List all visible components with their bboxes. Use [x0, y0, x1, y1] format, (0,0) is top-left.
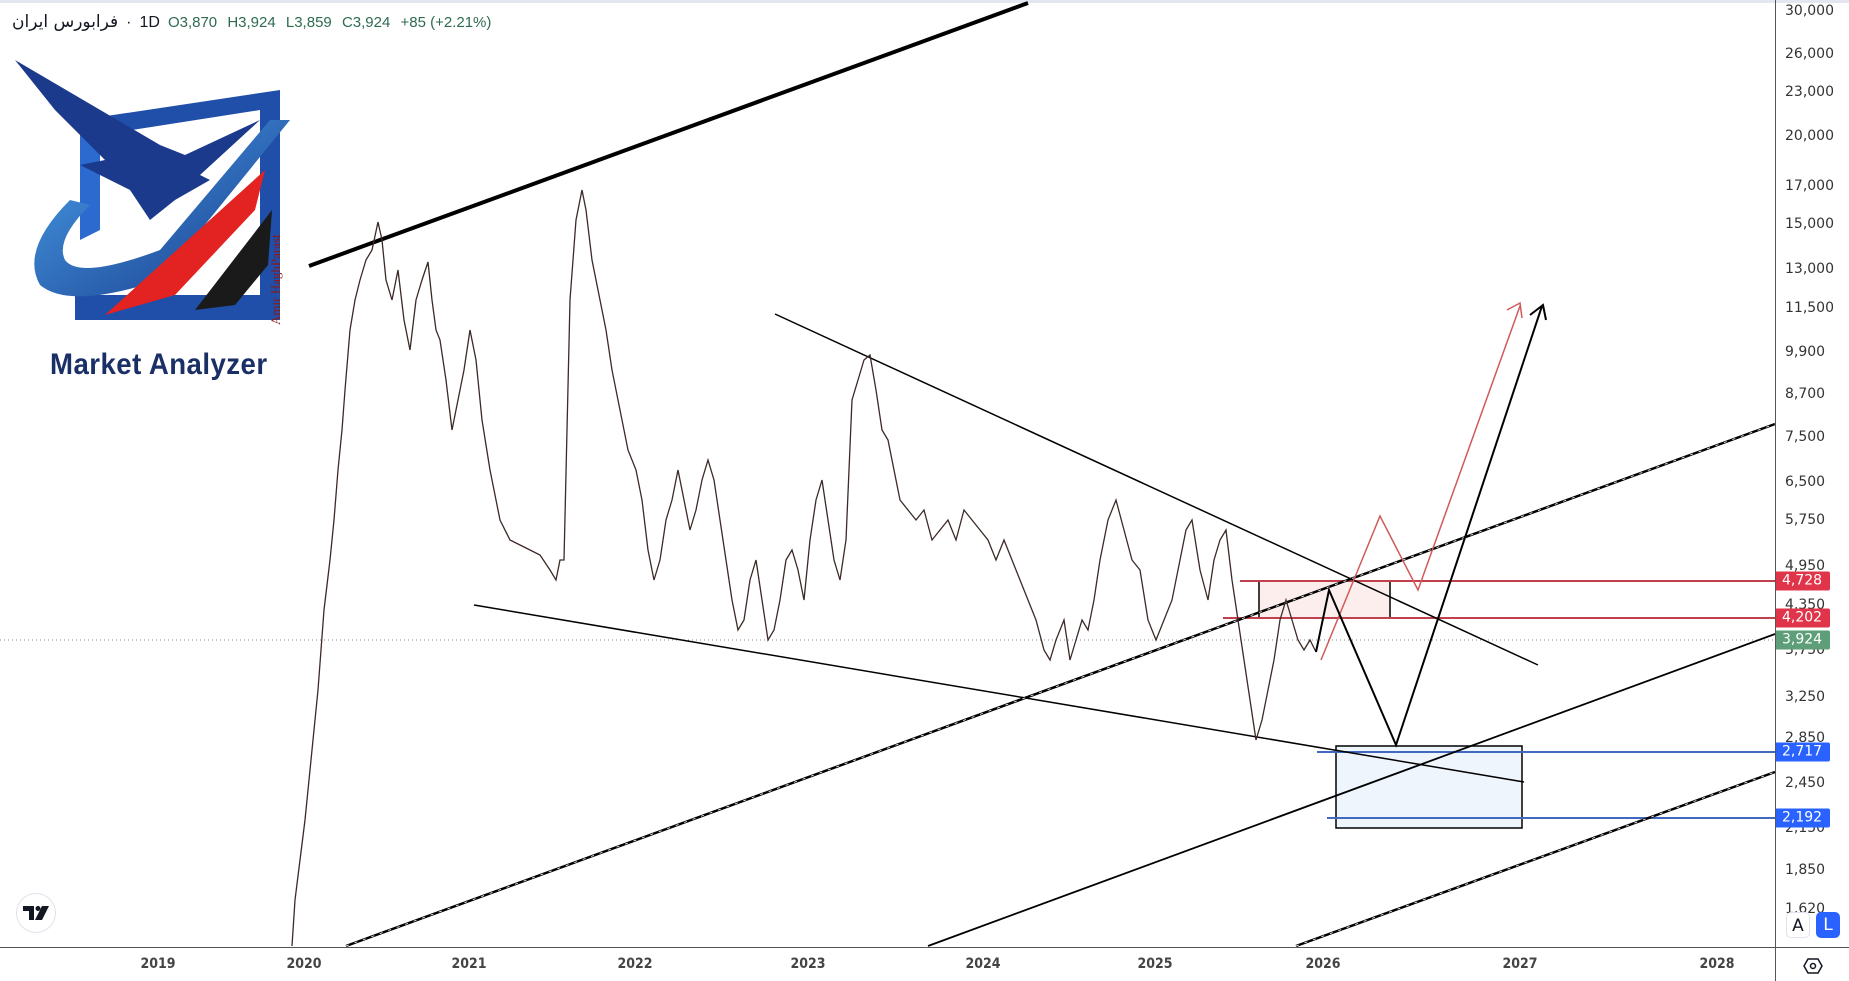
- time-tick: 2025: [1137, 956, 1173, 972]
- price-tick: 2,450: [1785, 775, 1826, 791]
- time-tick: 2024: [965, 956, 1001, 972]
- price-tick: 13,000: [1785, 261, 1834, 277]
- price-tick: 8,700: [1785, 386, 1826, 402]
- price-tick: 9,900: [1785, 344, 1826, 360]
- price-tick: 17,000: [1785, 178, 1834, 194]
- low-value: L3,859: [285, 14, 332, 31]
- brand-logo: Market Analyzer Amir HaghParast: [10, 50, 305, 385]
- change-value: +85 (+2.21%): [400, 14, 492, 31]
- price-axis-border: [1775, 0, 1776, 981]
- time-tick: 2023: [790, 956, 826, 972]
- settings-gear-icon[interactable]: [1802, 955, 1824, 977]
- price-badge-2717: 2,717: [1776, 742, 1830, 762]
- time-tick: 2020: [286, 956, 322, 972]
- price-tick: 11,500: [1785, 300, 1834, 316]
- symbol-name: فرابورس ایران: [12, 12, 119, 32]
- scenario-black-arrowhead: [1529, 303, 1547, 321]
- price-badge-2192: 2,192: [1776, 808, 1830, 828]
- last-price-badge: 3,924: [1776, 630, 1830, 650]
- symbol-legend[interactable]: فرابورس ایران · 1D O3,870 H3,924 L3,859 …: [12, 12, 497, 32]
- time-tick: 2028: [1699, 956, 1735, 972]
- price-tick: 20,000: [1785, 128, 1834, 144]
- price-tick: 1,850: [1785, 862, 1826, 878]
- interval[interactable]: 1D: [139, 14, 160, 31]
- brand-name: Market Analyzer: [50, 348, 268, 381]
- price-series: [291, 189, 1317, 947]
- tradingview-logo[interactable]: [16, 893, 56, 933]
- wedge-support: [473, 604, 1525, 783]
- time-axis-border: [0, 947, 1849, 948]
- time-tick: 2027: [1502, 956, 1538, 972]
- support-zone: [1335, 745, 1523, 829]
- ohlc-values: O3,870 H3,924 L3,859 C3,924 +85 (+2.21%): [168, 14, 497, 31]
- price-tick: 15,000: [1785, 216, 1834, 232]
- scenario-red-arrowhead: [1506, 301, 1523, 319]
- time-tick: 2022: [617, 956, 653, 972]
- price-tick: 4,950: [1785, 558, 1826, 574]
- auto-scale-button[interactable]: A: [1786, 912, 1810, 938]
- time-tick: 2021: [451, 956, 487, 972]
- price-tick: 26,000: [1785, 46, 1834, 62]
- price-tick: 2,850: [1785, 730, 1826, 746]
- price-tick: 6,500: [1785, 474, 1826, 490]
- open-value: O3,870: [167, 14, 218, 31]
- scenario-red: [1320, 305, 1521, 661]
- price-badge-4728: 4,728: [1776, 571, 1830, 591]
- price-tick: 30,000: [1785, 3, 1834, 19]
- scenario-black: [1315, 305, 1543, 748]
- close-value: C3,924: [341, 14, 391, 31]
- brand-emblem-icon: [15, 60, 291, 320]
- wedge-resistance: [774, 313, 1539, 666]
- log-scale-button[interactable]: L: [1816, 912, 1840, 938]
- upper-trendline: [308, 1, 1029, 268]
- brand-author: Amir HaghParast: [268, 234, 283, 325]
- time-tick: 2019: [140, 956, 176, 972]
- price-tick: 23,000: [1785, 84, 1834, 100]
- time-tick: 2026: [1305, 956, 1341, 972]
- price-badge-4202: 4,202: [1776, 608, 1830, 628]
- high-value: H3,924: [227, 14, 276, 31]
- tradingview-icon: [23, 906, 49, 920]
- price-tick: 7,500: [1785, 429, 1826, 445]
- top-border: [0, 0, 1849, 3]
- price-tick: 5,750: [1785, 512, 1826, 528]
- legend-separator: ·: [126, 14, 132, 31]
- price-tick: 3,250: [1785, 689, 1826, 705]
- channel-middle: [927, 633, 1776, 947]
